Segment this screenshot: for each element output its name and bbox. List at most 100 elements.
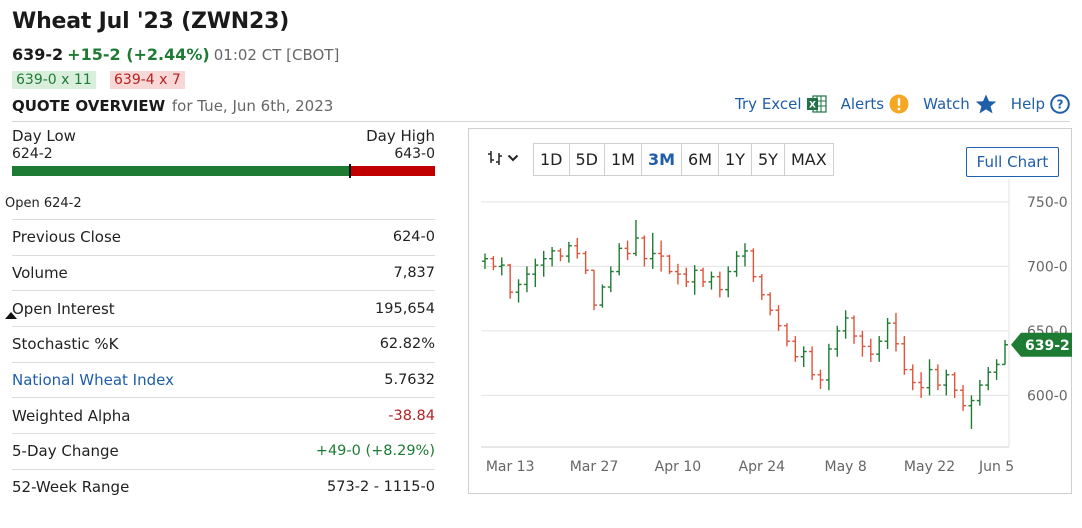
ohlc-bar bbox=[532, 258, 539, 288]
contract-title: Wheat Jul '23 (ZWN23) bbox=[12, 9, 290, 34]
stat-row: 52-Week Range 573-2 - 1115-0 bbox=[12, 468, 435, 505]
stat-row[interactable]: National Wheat Index 5.7632 bbox=[12, 361, 435, 398]
last-price-tag bbox=[1011, 332, 1072, 357]
timeframe-selector: 1D 5D 1M 3M 6M 1Y 5Y MAX bbox=[533, 143, 834, 176]
ohlc-bar bbox=[507, 263, 514, 299]
stat-value: 573-2 - 1115-0 bbox=[327, 479, 435, 496]
alerts-link[interactable]: Alerts bbox=[841, 94, 910, 114]
ohlc-bar bbox=[892, 312, 899, 352]
price-line: 639-2 +15-2 (+2.44%) 01:02 CT [CBOT] bbox=[12, 45, 339, 64]
ohlc-bar bbox=[490, 256, 497, 271]
y-tick-label: 700-0 bbox=[1027, 259, 1068, 275]
ohlc-bar bbox=[725, 266, 732, 298]
timeframe-1d[interactable]: 1D bbox=[534, 144, 570, 175]
ohlc-bar bbox=[842, 310, 849, 339]
ohlc-bar bbox=[649, 232, 656, 269]
try-excel-link[interactable]: Try Excel X bbox=[735, 95, 827, 113]
ohlc-bar bbox=[758, 274, 765, 300]
alerts-label: Alerts bbox=[840, 95, 885, 113]
ohlc-bar bbox=[859, 330, 866, 357]
ohlc-bar bbox=[674, 263, 681, 285]
alert-icon bbox=[889, 94, 909, 114]
ohlc-bar bbox=[582, 250, 589, 275]
quote-time: 01:02 CT [CBOT] bbox=[213, 46, 340, 64]
stat-value: +49-0 (+8.29%) bbox=[315, 443, 435, 460]
day-range-fill bbox=[12, 166, 351, 176]
ohlc-bar bbox=[498, 257, 505, 276]
y-tick-label: 600-0 bbox=[1027, 388, 1068, 404]
timeframe-1m[interactable]: 1M bbox=[605, 144, 642, 175]
stat-value: 624-0 bbox=[392, 229, 435, 246]
x-tick-label: Mar 13 bbox=[486, 459, 535, 475]
day-high-label: Day High bbox=[366, 127, 435, 145]
timeframe-max[interactable]: MAX bbox=[790, 150, 827, 169]
ohlc-bar bbox=[549, 247, 556, 267]
header-divider bbox=[12, 121, 1070, 122]
ohlc-bar bbox=[1002, 339, 1008, 366]
timeframe-3m[interactable]: 3M bbox=[642, 144, 683, 175]
ohlc-bar bbox=[616, 243, 623, 276]
timeframe-6m[interactable]: 6M bbox=[682, 144, 720, 175]
ohlc-bar bbox=[775, 305, 782, 331]
ohlc-bar bbox=[834, 325, 841, 357]
timeframe-5y[interactable]: 5Y bbox=[752, 144, 785, 175]
stat-label: Volume bbox=[12, 264, 68, 283]
ohlc-bar bbox=[985, 367, 992, 391]
ohlc-bar bbox=[960, 385, 967, 411]
ohlc-bar bbox=[851, 315, 858, 344]
stat-label[interactable]: National Wheat Index bbox=[12, 371, 174, 390]
timeframe-1y[interactable]: 1Y bbox=[719, 144, 752, 175]
open-price-label: Open 624-2 bbox=[5, 196, 82, 211]
ohlc-bar bbox=[817, 369, 824, 389]
quote-overview-date: for Tue, Jun 6th, 2023 bbox=[171, 97, 334, 115]
price-change: +15-2 (+2.44%) bbox=[67, 45, 210, 64]
open-price-marker bbox=[5, 312, 17, 319]
help-link[interactable]: Help ? bbox=[1011, 94, 1070, 114]
ohlc-bar bbox=[809, 346, 816, 380]
stat-row: 5-Day Change +49-0 (+8.29%) bbox=[12, 433, 435, 469]
stat-row: Stochastic %K 62.82% bbox=[12, 326, 435, 362]
ohlc-bar bbox=[666, 254, 673, 275]
last-price-tag-label: 639-2 bbox=[1025, 338, 1070, 354]
ohlc-bar bbox=[624, 240, 631, 260]
ohlc-bar bbox=[783, 323, 790, 347]
ohlc-bar bbox=[742, 243, 748, 267]
day-low-label: Day Low bbox=[12, 127, 76, 145]
current-price-marker bbox=[349, 164, 352, 178]
stat-row: Previous Close 624-0 bbox=[12, 219, 435, 255]
ohlc-bar bbox=[825, 343, 832, 391]
ohlc-bar bbox=[993, 359, 1000, 380]
ohlc-bar bbox=[733, 250, 740, 277]
ohlc-bar bbox=[641, 235, 648, 267]
stat-row: Open Interest 195,654 bbox=[12, 290, 435, 326]
try-excel-label: Try Excel bbox=[735, 95, 802, 113]
timeframe-5d[interactable]: 5D bbox=[570, 144, 605, 175]
ohlc-bar bbox=[691, 265, 698, 295]
ohlc-bar bbox=[683, 267, 690, 288]
help-label: Help bbox=[1010, 95, 1045, 113]
stat-label: 52-Week Range bbox=[12, 478, 130, 497]
ohlc-bar bbox=[951, 372, 958, 398]
full-chart-button[interactable]: Full Chart bbox=[966, 147, 1059, 177]
day-range-bar bbox=[12, 164, 435, 178]
ohlc-bar bbox=[708, 271, 715, 290]
stat-value: -38.84 bbox=[388, 407, 435, 424]
ohlc-bar bbox=[750, 248, 757, 282]
x-tick-label: May 8 bbox=[824, 459, 866, 475]
ohlc-bar bbox=[918, 372, 925, 398]
ohlc-bar bbox=[482, 253, 488, 269]
chart-type-button[interactable] bbox=[487, 149, 519, 167]
ohlc-bar bbox=[867, 338, 874, 362]
ohlc-bar bbox=[943, 369, 950, 396]
ohlc-bar bbox=[901, 336, 908, 375]
ohlc-bar bbox=[607, 266, 614, 293]
quote-overview-heading: QUOTE OVERVIEW for Tue, Jun 6th, 2023 bbox=[12, 97, 333, 115]
day-range: Day Low Day High 624-2 643-0 bbox=[5, 127, 435, 319]
watch-link[interactable]: Watch bbox=[923, 94, 997, 114]
excel-icon: X bbox=[806, 95, 827, 113]
chevron-down-icon bbox=[507, 154, 519, 162]
watch-label: Watch bbox=[923, 95, 970, 113]
ohlc-bar bbox=[909, 364, 916, 391]
ohlc-bar bbox=[599, 284, 606, 308]
stat-label: Previous Close bbox=[12, 228, 122, 247]
